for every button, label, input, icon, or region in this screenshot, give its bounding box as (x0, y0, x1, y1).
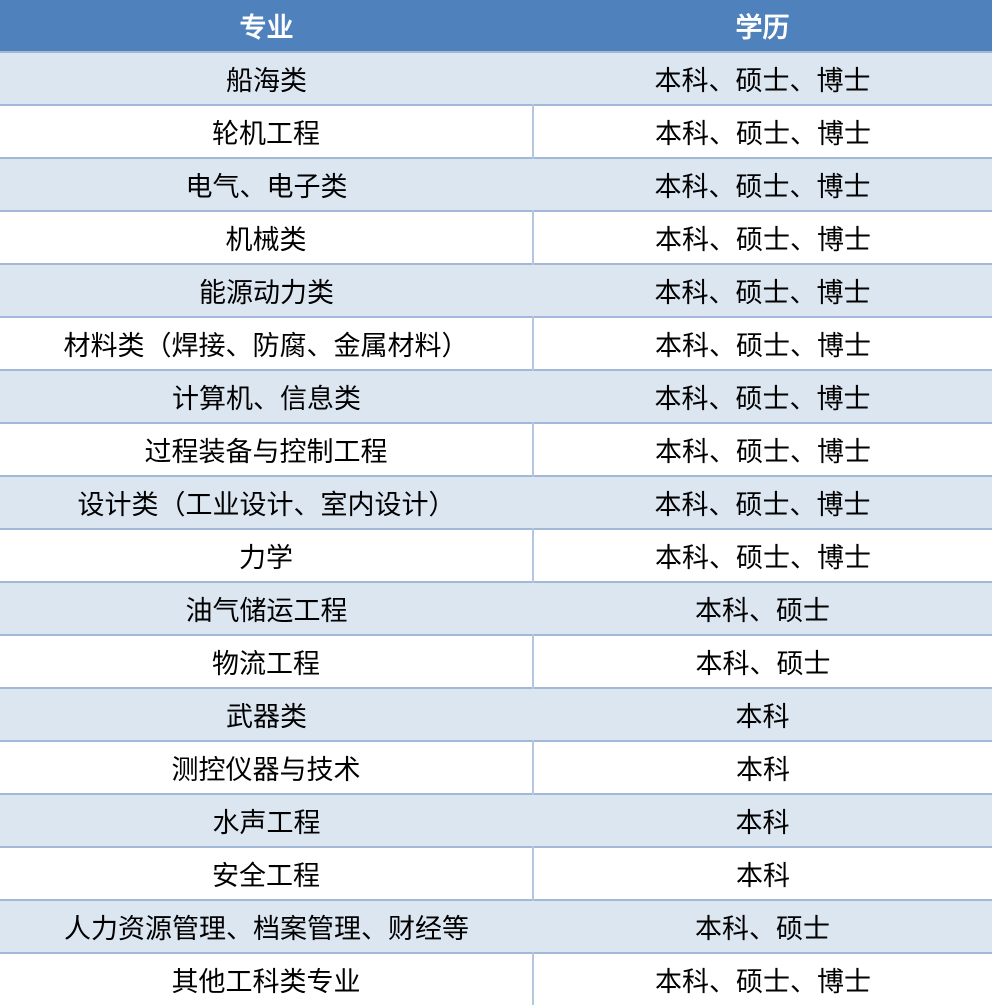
table-row: 船海类 本科、硕士、博士 (0, 51, 992, 105)
table-row: 过程装备与控制工程 本科、硕士、博士 (0, 422, 992, 476)
degrees-cell: 本科、硕士、博士 (533, 210, 992, 264)
table-row: 水声工程 本科 (0, 793, 992, 847)
column-header-degree: 学历 (533, 0, 992, 52)
major-cell: 测控仪器与技术 (0, 740, 534, 794)
degrees-cell: 本科、硕士、博士 (533, 263, 992, 317)
major-cell: 油气储运工程 (0, 581, 533, 635)
column-header-major: 专业 (0, 0, 533, 52)
major-cell: 轮机工程 (0, 104, 534, 158)
table-row: 人力资源管理、档案管理、财经等 本科、硕士 (0, 899, 992, 953)
major-cell: 能源动力类 (0, 263, 533, 317)
table-row: 能源动力类 本科、硕士、博士 (0, 263, 992, 317)
degrees-cell: 本科 (533, 793, 992, 847)
table-row: 安全工程 本科 (0, 846, 992, 900)
degrees-cell: 本科、硕士、博士 (533, 104, 992, 158)
table-row: 机械类 本科、硕士、博士 (0, 210, 992, 264)
degrees-cell: 本科、硕士、博士 (533, 475, 992, 529)
major-cell: 船海类 (0, 51, 533, 105)
major-cell: 电气、电子类 (0, 157, 533, 211)
degrees-cell: 本科、硕士、博士 (533, 316, 992, 370)
table-row: 电气、电子类 本科、硕士、博士 (0, 157, 992, 211)
degrees-cell: 本科 (533, 687, 992, 741)
major-cell: 机械类 (0, 210, 534, 264)
degrees-cell: 本科、硕士 (533, 581, 992, 635)
major-cell: 材料类（焊接、防腐、金属材料） (0, 316, 534, 370)
major-cell: 物流工程 (0, 634, 534, 688)
table-row: 力学 本科、硕士、博士 (0, 528, 992, 582)
major-cell: 其他工科类专业 (0, 952, 534, 1005)
table-row: 物流工程 本科、硕士 (0, 634, 992, 688)
table-row: 其他工科类专业 本科、硕士、博士 (0, 952, 992, 1005)
header-row: 专业 学历 (0, 0, 992, 52)
degrees-cell: 本科 (533, 740, 992, 794)
degrees-cell: 本科、硕士、博士 (533, 157, 992, 211)
degrees-cell: 本科、硕士 (533, 634, 992, 688)
table-body: 船海类 本科、硕士、博士 轮机工程 本科、硕士、博士 电气、电子类 本科、硕士、… (0, 51, 992, 1005)
major-cell: 力学 (0, 528, 534, 582)
table-row: 计算机、信息类 本科、硕士、博士 (0, 369, 992, 423)
degrees-cell: 本科、硕士、博士 (533, 369, 992, 423)
degrees-cell: 本科 (533, 846, 992, 900)
degrees-cell: 本科、硕士、博士 (533, 422, 992, 476)
major-cell: 人力资源管理、档案管理、财经等 (0, 899, 533, 953)
table-row: 测控仪器与技术 本科 (0, 740, 992, 794)
table-row: 轮机工程 本科、硕士、博士 (0, 104, 992, 158)
table-row: 设计类（工业设计、室内设计） 本科、硕士、博士 (0, 475, 992, 529)
major-cell: 武器类 (0, 687, 533, 741)
table-row: 材料类（焊接、防腐、金属材料） 本科、硕士、博士 (0, 316, 992, 370)
degrees-cell: 本科、硕士、博士 (533, 952, 992, 1005)
table-row: 油气储运工程 本科、硕士 (0, 581, 992, 635)
degrees-cell: 本科、硕士、博士 (533, 51, 992, 105)
degrees-cell: 本科、硕士、博士 (533, 528, 992, 582)
major-cell: 安全工程 (0, 846, 534, 900)
major-cell: 水声工程 (0, 793, 533, 847)
table-header: 专业 学历 (0, 0, 992, 52)
major-cell: 过程装备与控制工程 (0, 422, 534, 476)
degrees-cell: 本科、硕士 (533, 899, 992, 953)
major-cell: 设计类（工业设计、室内设计） (0, 475, 533, 529)
table-row: 武器类 本科 (0, 687, 992, 741)
major-cell: 计算机、信息类 (0, 369, 533, 423)
